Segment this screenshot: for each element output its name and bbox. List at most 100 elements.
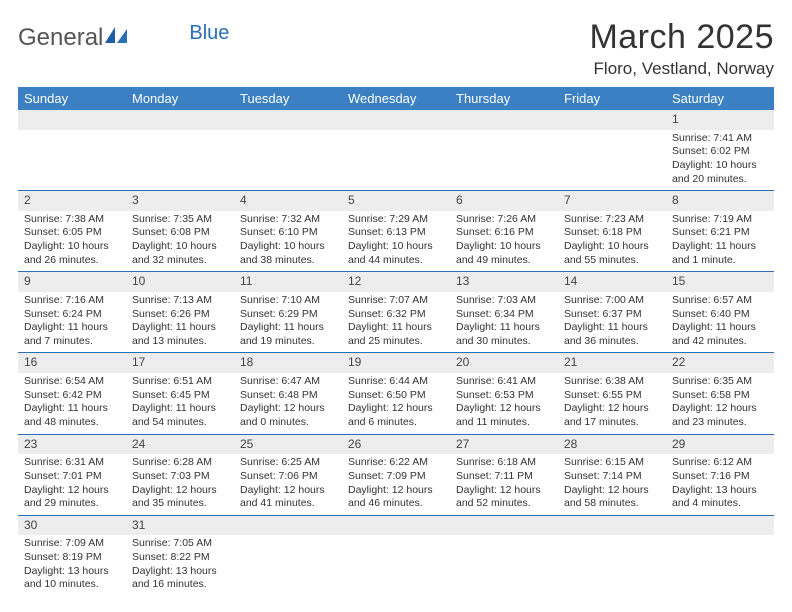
day-cell: 28Sunrise: 6:15 AMSunset: 7:14 PMDayligh…: [558, 434, 666, 515]
week-row: 16 Sunrise: 6:54 AMSunset: 6:42 PM Dayligh…: [18, 353, 774, 434]
day-header: Sunday: [18, 87, 126, 110]
day-cell: 12Sunrise: 7:07 AMSunset: 6:32 PMDayligh…: [342, 272, 450, 353]
sunrise-text: Sunrise: 7:23 AM: [564, 213, 660, 227]
day-details: Sunrise: 6:47 AMSunset: 6:48 PMDaylight:…: [234, 373, 342, 434]
day-number: 1: [666, 110, 774, 130]
day-details: Sunrise: 6:38 AMSunset: 6:55 PMDaylight:…: [558, 373, 666, 434]
logo-text-1: General: [18, 24, 103, 52]
day-cell: [18, 110, 126, 191]
daylight-text: Daylight: 12 hours and 29 minutes.: [24, 484, 120, 511]
daylight-text: Daylight: 10 hours and 44 minutes.: [348, 240, 444, 267]
day-header: Tuesday: [234, 87, 342, 110]
day-number: 19: [342, 353, 450, 373]
day-details: Sunrise: 6:15 AMSunset: 7:14 PMDaylight:…: [558, 454, 666, 515]
daylight-text: Daylight: 11 hours and 13 minutes.: [132, 321, 228, 348]
day-cell: 31Sunrise: 7:05 AMSunset: 8:22 PMDayligh…: [126, 515, 234, 596]
logo-text-2: Blue: [189, 22, 229, 45]
sunset-text: Sunset: 7:14 PM: [564, 470, 660, 484]
sunrise-text: Sunrise: 7:26 AM: [456, 213, 552, 227]
daylight-text: Daylight: 11 hours and 7 minutes.: [24, 321, 120, 348]
sunset-text: Sunset: 6:40 PM: [672, 308, 768, 322]
page-title: March 2025: [589, 18, 774, 57]
day-number: 5: [342, 191, 450, 211]
day-cell: 24Sunrise: 6:28 AMSunset: 7:03 PMDayligh…: [126, 434, 234, 515]
daylight-text: Daylight: 12 hours and 11 minutes.: [456, 402, 552, 429]
day-number: 27: [450, 435, 558, 455]
sunrise-text: Sunrise: 7:03 AM: [456, 294, 552, 308]
day-details: Sunrise: 7:00 AMSunset: 6:37 PMDaylight:…: [558, 292, 666, 353]
day-details: Sunrise: 7:26 AMSunset: 6:16 PMDaylight:…: [450, 211, 558, 272]
day-number: 11: [234, 272, 342, 292]
sunrise-text: Sunrise: 7:05 AM: [132, 537, 228, 551]
day-cell: 18Sunrise: 6:47 AMSunset: 6:48 PMDayligh…: [234, 353, 342, 434]
sunset-text: Sunset: 6:45 PM: [132, 389, 228, 403]
day-cell: [234, 515, 342, 596]
week-row: 2Sunrise: 7:38 AMSunset: 6:05 PMDaylight…: [18, 191, 774, 272]
day-cell: [450, 110, 558, 191]
daylight-text: Daylight: 10 hours and 49 minutes.: [456, 240, 552, 267]
sunrise-text: Sunrise: 6:35 AM: [672, 375, 768, 389]
day-number: 23: [18, 435, 126, 455]
day-number: 25: [234, 435, 342, 455]
day-header: Thursday: [450, 87, 558, 110]
sunrise-text: Sunrise: 6:54 AM: [24, 375, 120, 389]
week-row: 9Sunrise: 7:16 AMSunset: 6:24 PMDaylight…: [18, 272, 774, 353]
sunset-text: Sunset: 6:16 PM: [456, 226, 552, 240]
sunset-text: Sunset: 7:06 PM: [240, 470, 336, 484]
day-details: Sunrise: 6:18 AMSunset: 7:11 PMDaylight:…: [450, 454, 558, 515]
day-cell: 29Sunrise: 6:12 AMSunset: 7:16 PMDayligh…: [666, 434, 774, 515]
day-header: Friday: [558, 87, 666, 110]
daylight-text: Daylight: 10 hours and 55 minutes.: [564, 240, 660, 267]
sunset-text: Sunset: 6:37 PM: [564, 308, 660, 322]
sunrise-text: Sunrise: 6:44 AM: [348, 375, 444, 389]
daylight-text: Daylight: 10 hours and 20 minutes.: [672, 159, 768, 186]
day-number: 16: [18, 353, 126, 373]
day-cell: 23Sunrise: 6:31 AMSunset: 7:01 PMDayligh…: [18, 434, 126, 515]
day-cell: 25Sunrise: 6:25 AMSunset: 7:06 PMDayligh…: [234, 434, 342, 515]
sunset-text: Sunset: 6:18 PM: [564, 226, 660, 240]
sunset-text: Sunset: 7:03 PM: [132, 470, 228, 484]
daylight-text: Daylight: 10 hours and 32 minutes.: [132, 240, 228, 267]
sunrise-text: Sunrise: 6:47 AM: [240, 375, 336, 389]
day-details: Sunrise: 7:32 AMSunset: 6:10 PMDaylight:…: [234, 211, 342, 272]
daylight-text: Daylight: 12 hours and 0 minutes.: [240, 402, 336, 429]
day-cell: 3Sunrise: 7:35 AMSunset: 6:08 PMDaylight…: [126, 191, 234, 272]
sunset-text: Sunset: 7:11 PM: [456, 470, 552, 484]
daylight-text: Daylight: 11 hours and 19 minutes.: [240, 321, 336, 348]
day-number: 9: [18, 272, 126, 292]
day-details: Sunrise: 7:16 AMSunset: 6:24 PMDaylight:…: [18, 292, 126, 353]
day-details: Sunrise: 7:10 AMSunset: 6:29 PMDaylight:…: [234, 292, 342, 353]
day-number: 15: [666, 272, 774, 292]
daylight-text: Daylight: 13 hours and 4 minutes.: [672, 484, 768, 511]
day-number: 13: [450, 272, 558, 292]
daylight-text: Daylight: 13 hours and 10 minutes.: [24, 565, 120, 592]
sunrise-text: Sunrise: 6:22 AM: [348, 456, 444, 470]
day-cell: 13Sunrise: 7:03 AMSunset: 6:34 PMDayligh…: [450, 272, 558, 353]
sunrise-text: Sunrise: 7:00 AM: [564, 294, 660, 308]
sunrise-text: Sunrise: 6:28 AM: [132, 456, 228, 470]
day-number: 12: [342, 272, 450, 292]
day-cell: [234, 110, 342, 191]
sunset-text: Sunset: 6:21 PM: [672, 226, 768, 240]
sail-icon: [105, 24, 131, 52]
day-number: 28: [558, 435, 666, 455]
day-number: 29: [666, 435, 774, 455]
daylight-text: Daylight: 10 hours and 38 minutes.: [240, 240, 336, 267]
sunset-text: Sunset: 6:53 PM: [456, 389, 552, 403]
sunrise-text: Sunrise: 7:35 AM: [132, 213, 228, 227]
sunrise-text: Sunrise: 6:57 AM: [672, 294, 768, 308]
day-number: 24: [126, 435, 234, 455]
day-details: Sunrise: 7:09 AMSunset: 8:19 PMDaylight:…: [18, 535, 126, 596]
daylight-text: Daylight: 11 hours and 30 minutes.: [456, 321, 552, 348]
day-details: Sunrise: 7:19 AMSunset: 6:21 PMDaylight:…: [666, 211, 774, 272]
sunrise-text: Sunrise: 6:41 AM: [456, 375, 552, 389]
day-number: 6: [450, 191, 558, 211]
day-cell: [342, 110, 450, 191]
day-details: Sunrise: 7:03 AMSunset: 6:34 PMDaylight:…: [450, 292, 558, 353]
day-details: Sunrise: 6:25 AMSunset: 7:06 PMDaylight:…: [234, 454, 342, 515]
sunrise-text: Sunrise: 7:38 AM: [24, 213, 120, 227]
day-details: Sunrise: 6:57 AMSunset: 6:40 PMDaylight:…: [666, 292, 774, 353]
daylight-text: Daylight: 12 hours and 58 minutes.: [564, 484, 660, 511]
sunset-text: Sunset: 6:42 PM: [24, 389, 120, 403]
sunrise-text: Sunrise: 7:29 AM: [348, 213, 444, 227]
